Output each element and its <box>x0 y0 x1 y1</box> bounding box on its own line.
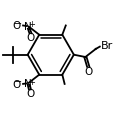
Text: +: + <box>28 77 34 86</box>
Text: O: O <box>12 21 20 31</box>
Text: N: N <box>24 79 32 89</box>
Text: −: − <box>14 19 22 29</box>
Text: +: + <box>28 20 35 29</box>
Text: O: O <box>26 88 34 98</box>
Text: O: O <box>26 32 34 42</box>
Text: −: − <box>14 77 22 86</box>
Text: N: N <box>24 22 32 32</box>
Text: O: O <box>12 79 20 89</box>
Text: O: O <box>83 66 92 76</box>
Text: Br: Br <box>100 41 112 51</box>
